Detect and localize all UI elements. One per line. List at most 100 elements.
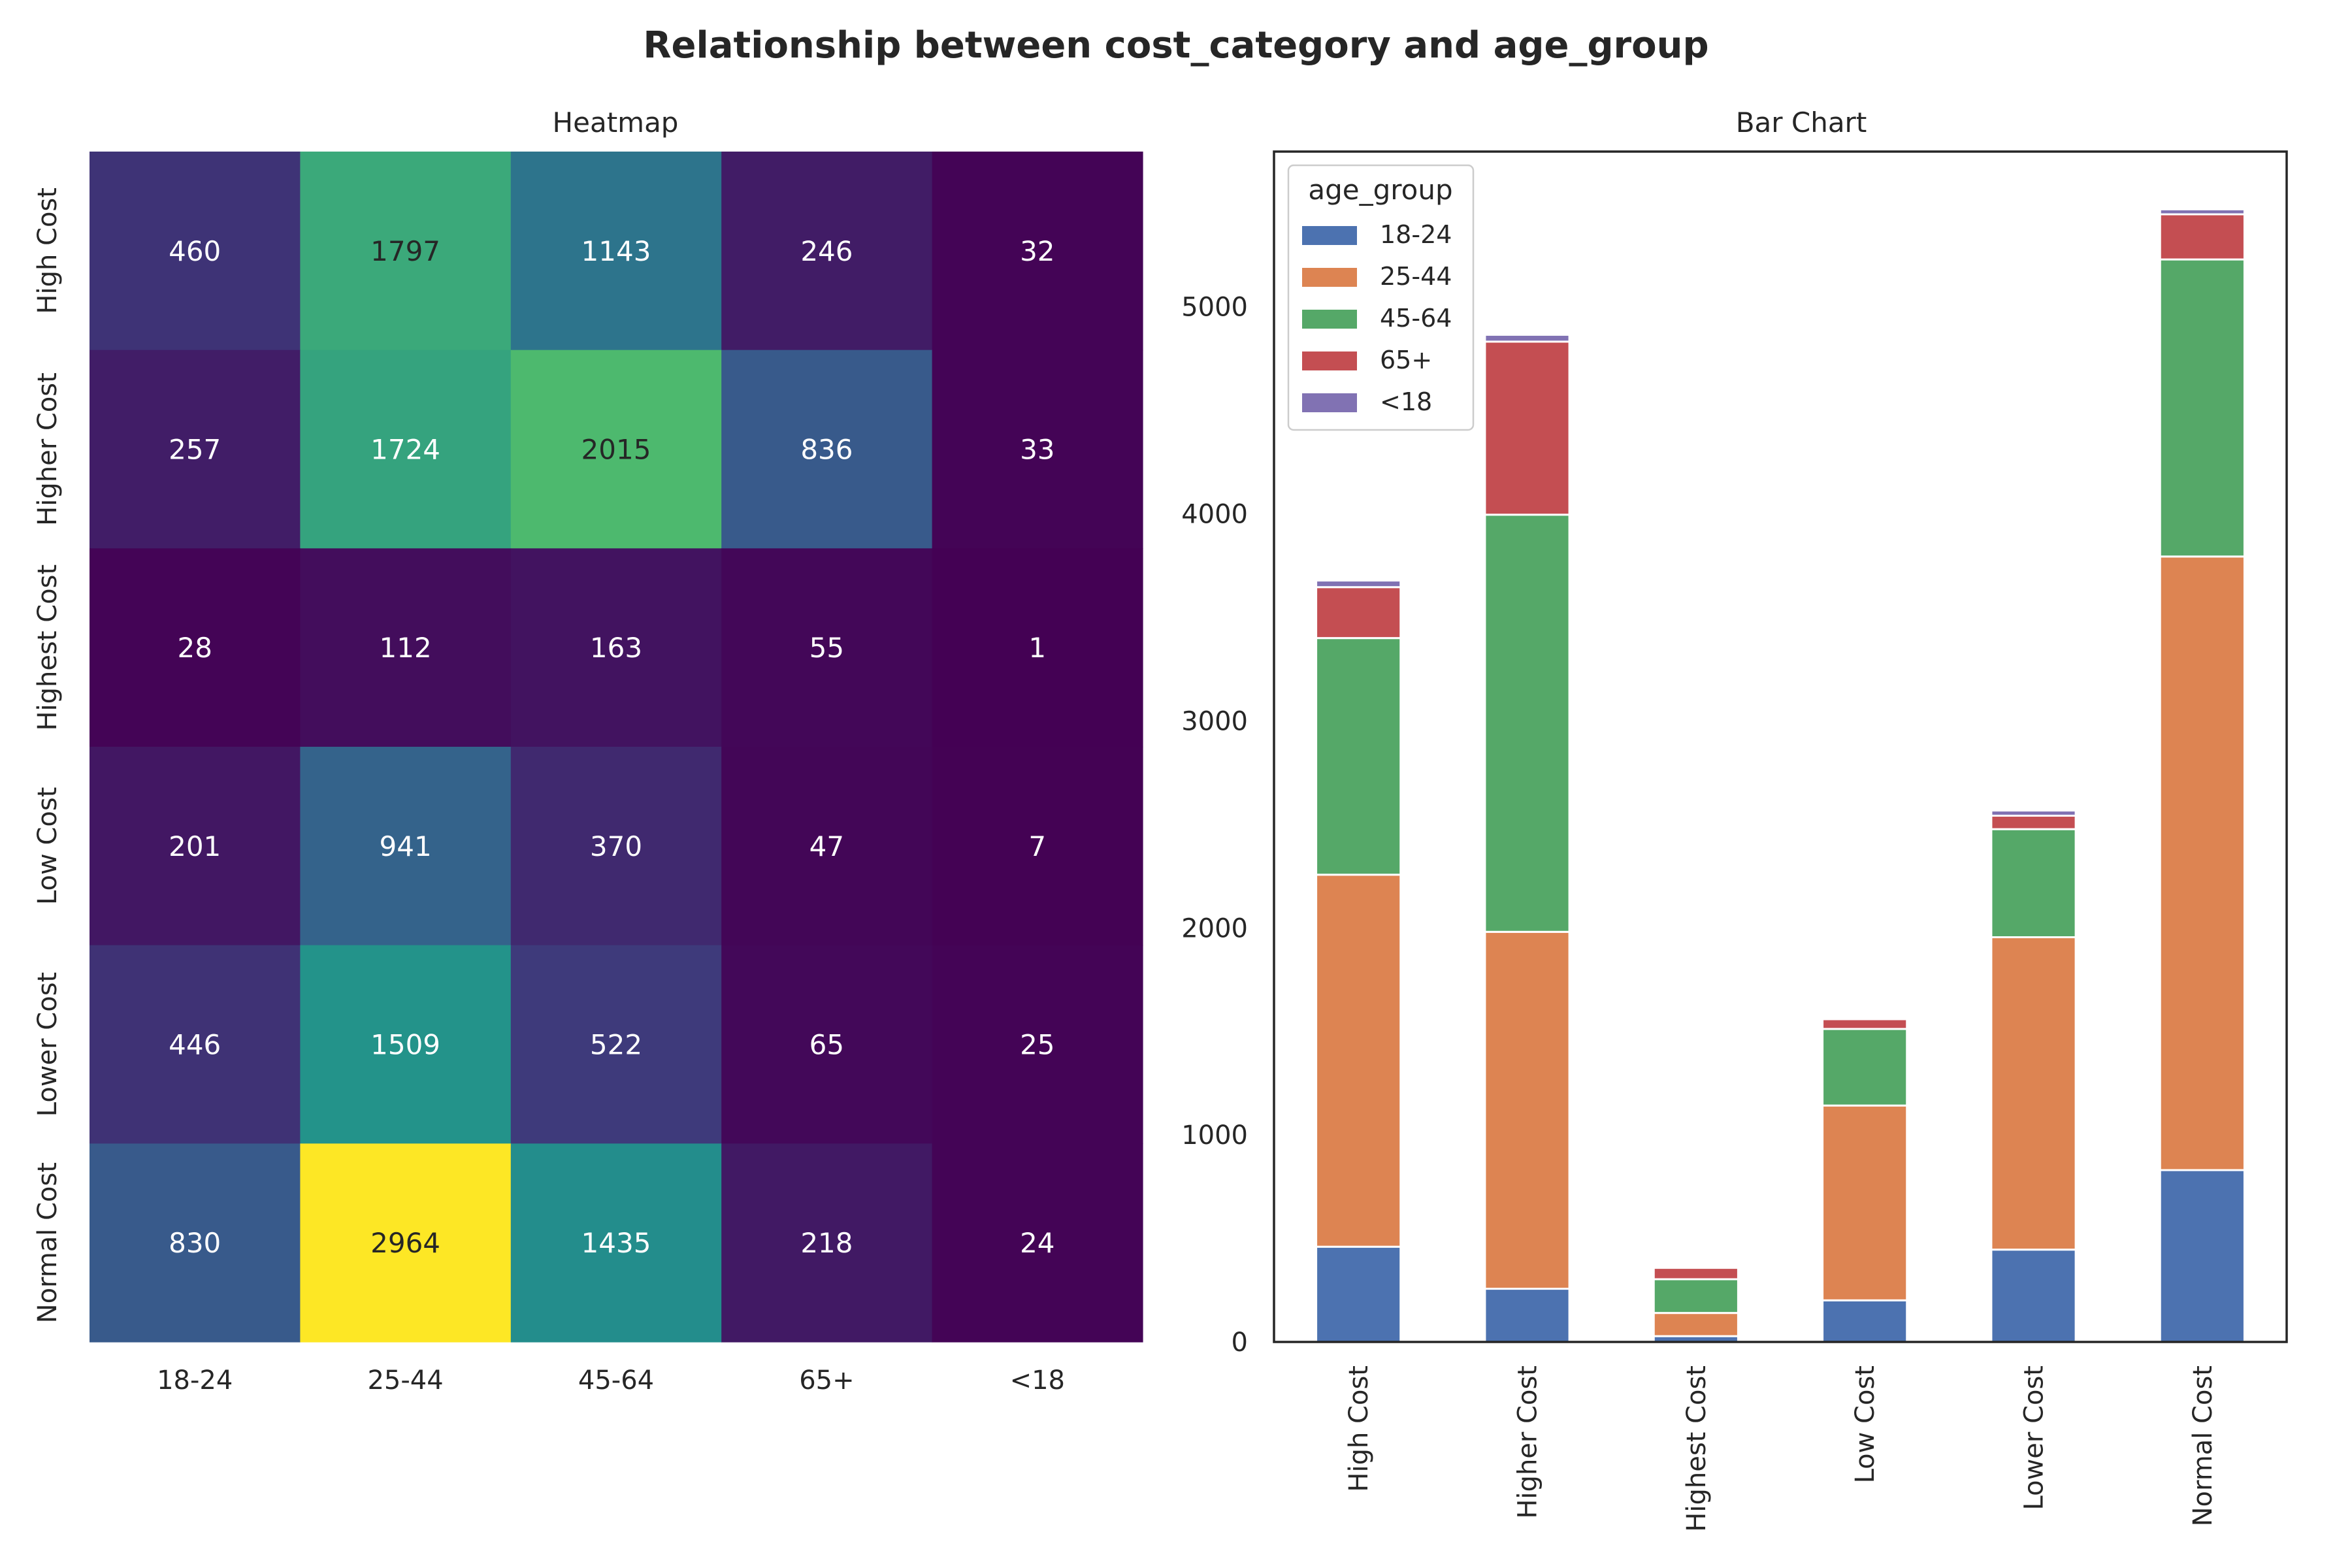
heatmap-cell-lower-cost-25-44 — [300, 945, 512, 1144]
bar-segment-highest-cost-25-44 — [1652, 1312, 1739, 1337]
heatmap-value-label: 2015 — [581, 434, 651, 466]
bar-segment-low-cost-45-64 — [1821, 1028, 1908, 1107]
bar-chart-x-tick-label: Normal Cost — [2188, 1365, 2218, 1526]
legend-swatch-65plus — [1302, 351, 1357, 370]
heatmap-value-label: 7 — [1028, 830, 1046, 862]
bar-chart-x-tick-label: Higher Cost — [1513, 1365, 1543, 1519]
heatmap-y-tick-label: Highest Cost — [33, 564, 63, 731]
heatmap-value-label: 47 — [809, 830, 844, 862]
bar-segment-lower-cost-65plus — [1990, 815, 2077, 830]
heatmap-value-label: 55 — [809, 632, 844, 664]
heatmap-cell-normal-cost-lt18 — [932, 1143, 1143, 1343]
bar-segment-highest-cost-65plus — [1652, 1267, 1739, 1281]
bar-chart-y-tick-label: 5000 — [1181, 293, 1248, 323]
legend-label: <18 — [1380, 387, 1432, 416]
bar-chart-x-tick-label: High Cost — [1344, 1365, 1374, 1492]
bar-segment-high-cost-45-64 — [1315, 637, 1402, 876]
heatmap-value-label: 32 — [1020, 235, 1054, 267]
heatmap-cells — [90, 152, 1143, 1343]
bar-chart-y-tick-label: 1000 — [1181, 1120, 1248, 1151]
legend-swatch-18-24 — [1302, 226, 1357, 245]
heatmap-y-tick-label: Normal Cost — [33, 1162, 63, 1323]
heatmap-cell-high-cost-18-24 — [90, 152, 301, 351]
bar-segment-high-cost-65plus — [1315, 586, 1402, 640]
heatmap-value-label: 2964 — [370, 1227, 440, 1259]
heatmap-value-label: 112 — [380, 632, 432, 664]
heatmap-x-tick-label: 18-24 — [157, 1365, 233, 1396]
legend-items: 18-24 25-44 45-64 65+ <18 — [1302, 220, 1452, 416]
heatmap-cell-higher-cost-25-44 — [300, 350, 512, 549]
legend-swatch-45-64 — [1302, 310, 1357, 329]
bar-chart-x-tick-labels: High Cost Higher Cost Highest Cost Low Cost… — [1344, 1365, 2218, 1532]
bar-segment-highest-cost-45-64 — [1652, 1278, 1739, 1315]
heatmap-y-tick-label: Low Cost — [33, 787, 63, 905]
heatmap-cell-highest-cost-25-44 — [300, 548, 512, 747]
heatmap-cell-lower-cost-18-24 — [90, 945, 301, 1144]
heatmap-value-label: 836 — [800, 434, 853, 466]
legend-label: 45-64 — [1380, 304, 1452, 333]
bar-segment-higher-cost-65plus — [1484, 340, 1571, 516]
bar-segment-high-cost-25-44 — [1315, 874, 1402, 1248]
heatmap-x-tick-labels: 18-24 25-44 45-64 65+ <18 — [157, 1365, 1065, 1396]
bar-segment-low-cost-lt18 — [1821, 1017, 1908, 1021]
bar-segment-low-cost-25-44 — [1821, 1104, 1908, 1301]
heatmap-value-label: 201 — [169, 830, 221, 862]
figure-title: Relationship between cost_category and a… — [643, 24, 1708, 67]
heatmap-cell-higher-cost-45-64 — [510, 350, 722, 549]
heatmap-y-tick-label: Higher Cost — [33, 372, 63, 526]
heatmap-value-label: 1724 — [370, 434, 440, 466]
legend: age_group 18-24 25-44 45-64 65+ <18 — [1287, 164, 1475, 431]
bar-segment-higher-cost-lt18 — [1484, 333, 1571, 343]
legend-label: 25-44 — [1380, 262, 1452, 291]
bar-chart-x-tick-label: Low Cost — [1850, 1365, 1880, 1483]
heatmap-x-tick-label: 45-64 — [578, 1365, 654, 1396]
heatmap-title: Heatmap — [553, 106, 679, 139]
heatmap-cell-higher-cost-lt18 — [932, 350, 1143, 549]
legend-swatch-25-44 — [1302, 268, 1357, 287]
bar-chart-title: Bar Chart — [1736, 106, 1867, 139]
bar-segment-normal-cost-45-64 — [2159, 258, 2246, 558]
legend-label: 18-24 — [1380, 220, 1452, 249]
heatmap-value-label: 65 — [809, 1029, 844, 1061]
heatmap-value-label: 257 — [169, 434, 221, 466]
heatmap-value-label: 28 — [177, 632, 212, 664]
heatmap-cell-lower-cost-lt18 — [932, 945, 1143, 1144]
heatmap-cell-higher-cost-18-24 — [90, 350, 301, 549]
heatmap-value-label: 1143 — [581, 235, 651, 267]
legend-label: 65+ — [1380, 346, 1432, 374]
bar-segment-higher-cost-18-24 — [1484, 1288, 1571, 1343]
bar-chart-x-tick-label: Highest Cost — [1682, 1365, 1712, 1532]
heatmap-cell-lower-cost-45-64 — [510, 945, 722, 1144]
heatmap-x-tick-label: <18 — [1010, 1365, 1065, 1396]
bar-chart-y-tick-label: 3000 — [1181, 706, 1248, 736]
heatmap-cell-normal-cost-65plus — [721, 1143, 933, 1343]
bar-segment-lower-cost-45-64 — [1990, 828, 2077, 939]
heatmap-x-tick-label: 65+ — [799, 1365, 854, 1396]
heatmap-value-label: 1509 — [370, 1029, 440, 1061]
bar-chart-y-ticks: 0 1000 2000 3000 4000 5000 — [1181, 293, 1248, 1358]
bar-chart-y-tick-label: 4000 — [1181, 500, 1248, 530]
heatmap-cell-lower-cost-65plus — [721, 945, 933, 1144]
heatmap-cell-highest-cost-lt18 — [932, 548, 1143, 747]
bar-segment-high-cost-18-24 — [1315, 1245, 1402, 1343]
heatmap-value-label: 25 — [1020, 1029, 1054, 1061]
heatmap-value-label: 1435 — [581, 1227, 651, 1259]
heatmap-cell-low-cost-18-24 — [90, 747, 301, 946]
heatmap-value-label: 522 — [590, 1029, 642, 1061]
heatmap-cell-highest-cost-45-64 — [510, 548, 722, 747]
heatmap-value-label: 163 — [590, 632, 642, 664]
bar-chart-y-tick-label: 2000 — [1181, 913, 1248, 943]
heatmap-cell-high-cost-lt18 — [932, 152, 1143, 351]
heatmap-value-label: 24 — [1020, 1227, 1054, 1259]
heatmap-value-label: 1 — [1028, 632, 1046, 664]
heatmap-value-label: 33 — [1020, 434, 1054, 466]
heatmap-y-tick-labels: High Cost Higher Cost Highest Cost Low Cost… — [33, 188, 63, 1323]
bar-segment-high-cost-lt18 — [1315, 580, 1402, 589]
heatmap-cell-highest-cost-65plus — [721, 548, 933, 747]
legend-swatch-lt18 — [1302, 393, 1357, 412]
heatmap-value-label: 246 — [800, 235, 853, 267]
heatmap-cell-low-cost-45-64 — [510, 747, 722, 946]
legend-title: age_group — [1308, 174, 1452, 206]
